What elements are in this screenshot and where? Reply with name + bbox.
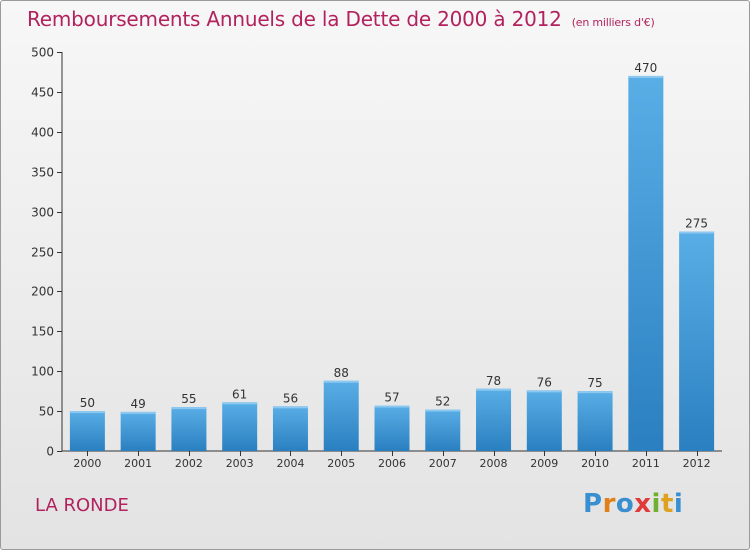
bar: [272, 406, 308, 451]
y-tick-label: 150: [31, 325, 54, 339]
bar-highlight: [679, 231, 715, 234]
bar: [323, 380, 359, 451]
bars: [69, 75, 715, 451]
y-tick-label: 50: [39, 405, 54, 419]
bar-value-label: 61: [232, 387, 247, 401]
y-tick-label: 200: [31, 285, 54, 299]
y-tick-label: 300: [31, 206, 54, 220]
x-tick-label: 2009: [530, 457, 558, 470]
bar-highlight: [425, 409, 461, 412]
bar-value-label: 76: [537, 375, 552, 389]
bar: [171, 407, 207, 451]
brand-letter: o: [615, 489, 635, 519]
bar-value-label: 88: [334, 366, 349, 380]
bar: [425, 409, 461, 451]
bar-highlight: [476, 388, 512, 391]
bar-highlight: [222, 402, 258, 405]
brand-letter: t: [660, 489, 674, 519]
bar-highlight: [171, 407, 207, 410]
x-tick-label: 2000: [73, 457, 101, 470]
x-tick-label: 2006: [378, 457, 406, 470]
bar-highlight: [374, 405, 410, 408]
x-tick-label: 2003: [226, 457, 254, 470]
y-tick-label: 400: [31, 126, 54, 140]
bar: [577, 391, 613, 451]
bar-value-label: 57: [384, 391, 399, 405]
chart-title-text: Remboursements Annuels de la Dette de 20…: [27, 7, 562, 31]
bar-value-label: 56: [283, 391, 298, 405]
bar-highlight: [323, 380, 359, 383]
x-tick-label: 2010: [581, 457, 609, 470]
chart-title: Remboursements Annuels de la Dette de 20…: [27, 7, 655, 31]
bar-value-label: 55: [181, 392, 196, 406]
x-tick-label: 2007: [429, 457, 457, 470]
x-tick-label: 2002: [175, 457, 203, 470]
x-tick-label: 2005: [327, 457, 355, 470]
chart-subtitle: (en milliers d'€): [571, 16, 655, 29]
bar: [69, 411, 105, 451]
bar-value-label: 52: [435, 395, 450, 409]
x-tick-label: 2012: [683, 457, 711, 470]
x-tick-label: 2004: [276, 457, 304, 470]
bar-value-label: 75: [587, 376, 602, 390]
bar: [120, 411, 156, 451]
bar-value-label: 470: [634, 61, 657, 75]
bar-highlight: [120, 411, 156, 414]
bar-highlight: [272, 406, 308, 409]
bar: [679, 231, 715, 451]
bar-value-label: 78: [486, 374, 501, 388]
bar: [526, 390, 562, 451]
y-tick-label: 250: [31, 246, 54, 260]
y-tick-label: 500: [31, 46, 54, 60]
brand-letter: x: [634, 489, 652, 519]
bar-highlight: [69, 411, 105, 414]
brand-letter: i: [651, 489, 661, 519]
bar-highlight: [526, 390, 562, 393]
bar: [476, 388, 512, 451]
bar-highlight: [577, 391, 613, 394]
data-labels: 50 49 55 61 56 88 57 52 78 76 75 470 275: [80, 61, 708, 411]
y-tick-label: 100: [31, 365, 54, 379]
y-tick-label: 0: [46, 445, 54, 459]
x-tick-label: 2008: [480, 457, 508, 470]
y-tick-label: 450: [31, 86, 54, 100]
x-tick-label: 2001: [124, 457, 152, 470]
bar-value-label: 49: [131, 397, 146, 411]
y-tick-label: 350: [31, 166, 54, 180]
brand-letter: r: [602, 489, 616, 519]
bar-highlight: [628, 75, 664, 78]
brand-letter: i: [673, 489, 684, 519]
x-tick-label: 2011: [632, 457, 660, 470]
bar: [628, 75, 664, 451]
brand-letter: P: [583, 489, 603, 519]
proxiti-logo: Proxiti: [583, 489, 683, 519]
bar: [222, 402, 258, 451]
bar-value-label: 50: [80, 396, 95, 410]
commune-name: LA RONDE: [35, 495, 129, 516]
bar: [374, 405, 410, 451]
bar-value-label: 275: [685, 217, 708, 231]
